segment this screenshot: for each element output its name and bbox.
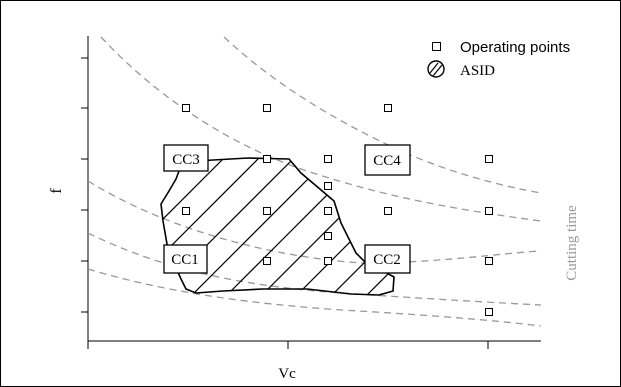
operating-points (182, 104, 493, 316)
operating-point-legend-icon (432, 42, 441, 51)
zone-cc3: CC3 (163, 144, 209, 172)
cutting-time-curve-5 (87, 268, 542, 327)
operating-point (485, 155, 493, 163)
legend-operating-points: Operating points (460, 39, 570, 56)
cutting-time-curve-1 (100, 36, 542, 222)
zone-cc1-label: CC1 (171, 252, 199, 268)
operating-point (182, 207, 190, 215)
y-ticks (81, 57, 88, 313)
zone-cc3-label: CC3 (172, 152, 200, 168)
zone-cc4: CC4 (364, 144, 411, 176)
asid-legend-icon (427, 60, 445, 78)
asid-region (160, 157, 395, 296)
x-axis-label: Vc (278, 366, 296, 382)
operating-point (324, 155, 332, 163)
operating-point (324, 232, 332, 240)
operating-point (485, 308, 493, 316)
operating-point (263, 155, 271, 163)
zone-cc1: CC1 (163, 244, 208, 274)
operating-point (485, 257, 493, 265)
x-ticks (87, 341, 489, 349)
zone-cc2-label: CC2 (373, 252, 401, 268)
operating-point (324, 207, 332, 215)
operating-point (384, 104, 392, 112)
y-axis-label: f (48, 188, 65, 194)
cutting-time-label: Cutting time (564, 205, 580, 281)
operating-point (263, 104, 271, 112)
zone-cc4-label: CC4 (373, 153, 401, 169)
operating-point (263, 257, 271, 265)
cutting-time-curve-2 (223, 36, 542, 194)
zone-cc2: CC2 (364, 244, 411, 274)
asid-outline (160, 157, 395, 296)
operating-point (324, 257, 332, 265)
operating-point (485, 207, 493, 215)
operating-point (182, 104, 190, 112)
legend-asid: ASID (460, 63, 495, 79)
legend: Operating points ASID (427, 39, 570, 79)
operating-point (384, 207, 392, 215)
operating-point (324, 182, 332, 190)
operating-point (263, 207, 271, 215)
cutting-time-curve-4 (87, 232, 542, 306)
cutting-time-curve-3 (87, 180, 542, 264)
cutting-time-curves (87, 36, 542, 327)
